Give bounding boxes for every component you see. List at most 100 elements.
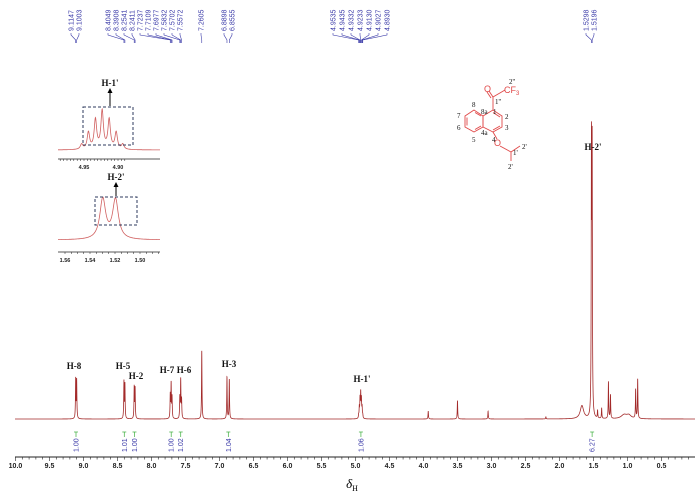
inset-tick-label: 1.52 (110, 258, 121, 264)
chemical-shift-label: 7.7109 (146, 9, 153, 31)
chemical-shift-label: 4.9233 (358, 9, 365, 31)
x-tick-label: 6.0 (283, 463, 293, 470)
peak-assignment-label: H-2' (585, 142, 602, 152)
spectrum-line (15, 121, 695, 420)
shift-leader-line (123, 33, 135, 43)
peak-assignment-labels: H-8 H-5H-2 H-7 H-6 H-3 H-1' H-2' (67, 142, 602, 384)
peak-assignment-label: H-1' (354, 374, 371, 384)
arrow-head-icon (113, 182, 119, 187)
chemical-shift-label: 7.5702 (170, 9, 177, 31)
shift-leader-line (179, 33, 182, 43)
chemical-shift-label: 4.8930 (385, 9, 392, 31)
shift-leader-line (359, 33, 361, 43)
x-tick-label: 7.0 (215, 463, 225, 470)
inset-2: H-2' 1.56 1.54 1.52 1.50 (58, 172, 160, 264)
inset-tick-label: 4.90 (113, 165, 124, 171)
x-axis: 10.0 9.5 9.0 8.5 8.0 7.5 7.0 6.5 6.0 5.5 5.0 4.5 4.0… (9, 456, 695, 493)
shift-leader-line (107, 33, 125, 43)
integral-value: 1.06 (358, 438, 365, 452)
shift-leader-line (591, 33, 595, 43)
inset-spectrum-line (58, 196, 160, 240)
shift-leader-line (163, 33, 181, 43)
integral-value: 1.00 (132, 438, 139, 452)
shift-leader-line (585, 33, 592, 43)
shift-leader-line (350, 33, 361, 43)
x-tick-label: 9.5 (45, 463, 55, 470)
shift-leader-line (223, 33, 228, 43)
x-tick-label: 8.0 (147, 463, 157, 470)
insets: H-1' 4.95 4.90H-2' 1.56 1.54 1.52 1.50 (58, 78, 160, 264)
shift-leader-line (131, 33, 136, 43)
shift-leader-line (361, 33, 370, 43)
inset-tick-label: 1.56 (60, 258, 71, 264)
x-tick-label: 2.5 (521, 463, 531, 470)
integrals: 1.00 1.01 1.00 1.00 1.02 1.04 1.06 6.27 (74, 431, 597, 452)
peak-assignment-label: H-7 (160, 365, 175, 375)
chemical-shift-label: 9.1003 (77, 9, 84, 31)
chemical-shift-label: 1.5196 (592, 9, 599, 31)
inset-tick-label: 4.95 (79, 165, 90, 171)
chemical-shift-label: 7.5572 (178, 9, 185, 31)
integral-value: 1.00 (169, 438, 176, 452)
x-tick-label: 3.5 (453, 463, 463, 470)
chemical-shift-label: 4.9027 (376, 9, 383, 31)
chemical-shift-label: 4.9130 (367, 9, 374, 31)
x-tick-label: 8.5 (113, 463, 123, 470)
peak-assignment-label: H-8 (67, 361, 82, 371)
chemical-shift-labels: 9.1147 9.1003 8.4049 8.3908 8.2541 8.2411 7.72… (69, 9, 599, 43)
x-tick-label: 5.5 (317, 463, 327, 470)
chemical-shift-label: 8.2541 (122, 9, 129, 31)
peak-assignment-label: H-6 (177, 365, 192, 375)
shift-leader-line (70, 33, 76, 43)
shift-leader-line (155, 33, 173, 43)
chemical-shift-label: 8.2411 (130, 10, 137, 31)
integral-value: 1.04 (226, 438, 233, 452)
shift-leader-line (362, 33, 388, 43)
highlight-box (94, 196, 138, 226)
x-tick-label: 9.0 (79, 463, 89, 470)
chemical-shift-label: 4.9332 (349, 9, 356, 31)
arrow-head-icon (107, 88, 113, 93)
inset-tick-label: 1.54 (85, 258, 97, 264)
chemical-shift-label: 7.5832 (162, 9, 169, 31)
chemical-shift-label: 8.4049 (106, 9, 113, 31)
shift-leader-line (200, 33, 203, 43)
shift-leader-line (332, 33, 359, 43)
spectrum-trace (15, 121, 695, 420)
x-tick-label: 6.5 (249, 463, 259, 470)
x-tick-label: 7.5 (181, 463, 191, 470)
x-tick-label: 1.0 (623, 463, 633, 470)
x-tick-label: 2.0 (555, 463, 565, 470)
integral-value: 6.27 (590, 438, 597, 452)
shift-leader-line (147, 33, 172, 43)
x-tick-label: 1.5 (589, 463, 599, 470)
integral-value: 1.00 (74, 438, 81, 452)
shift-leader-line (139, 33, 171, 43)
chemical-shift-label: 7.6977 (154, 9, 161, 31)
integral-value: 1.01 (122, 438, 129, 452)
x-tick-label: 4.0 (419, 463, 429, 470)
x-tick-label: 0.5 (657, 463, 667, 470)
inset-peak-label: H-2' (108, 172, 125, 182)
peak-assignment-label: H-5 (116, 361, 131, 371)
chemical-shift-label: 1.5298 (584, 9, 591, 31)
chemical-shift-label: 8.3908 (114, 9, 121, 31)
highlight-box (82, 106, 134, 146)
structure-bonds (464, 89, 521, 161)
x-tick-label: 4.5 (385, 463, 395, 470)
inset-spectrum-line (58, 107, 160, 151)
x-tick-label: 10.0 (9, 463, 23, 470)
inset-1: H-1' 4.95 4.90 (58, 78, 160, 171)
shift-leader-line (171, 33, 182, 43)
inset-peak-label: H-1' (102, 78, 119, 88)
x-tick-label: 5.0 (351, 463, 361, 470)
peak-assignment-label: H-3 (222, 359, 237, 369)
shift-leader-line (115, 33, 126, 43)
x-axis-label: δH (346, 476, 358, 493)
shift-leader-line (361, 33, 379, 43)
integral-value: 1.02 (178, 438, 185, 452)
peak-assignment-label: H-2 (129, 371, 144, 381)
chemical-shift-label: 6.8555 (230, 9, 237, 31)
chemical-shift-label: 4.9435 (340, 9, 347, 31)
chemical-shift-label: 4.9535 (331, 9, 338, 31)
